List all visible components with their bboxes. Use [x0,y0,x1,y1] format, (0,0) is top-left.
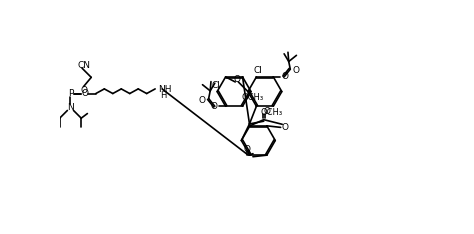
Text: O: O [233,75,240,84]
Text: CN: CN [77,61,91,70]
Text: N: N [67,103,74,112]
Text: O: O [293,66,300,75]
Text: O: O [199,96,206,105]
Text: H: H [160,91,166,100]
Text: O: O [210,102,217,111]
Text: O: O [263,107,270,117]
Text: O: O [80,86,87,95]
Text: Cl: Cl [254,66,263,75]
Text: OCH₃: OCH₃ [261,108,283,117]
Text: O: O [82,89,89,98]
Text: Cl: Cl [211,81,220,90]
Text: O: O [243,145,250,154]
Text: O: O [282,72,289,81]
Text: NH: NH [158,85,172,94]
Text: P: P [68,89,73,98]
Text: O: O [282,123,289,132]
Text: OCH₃: OCH₃ [241,93,264,102]
